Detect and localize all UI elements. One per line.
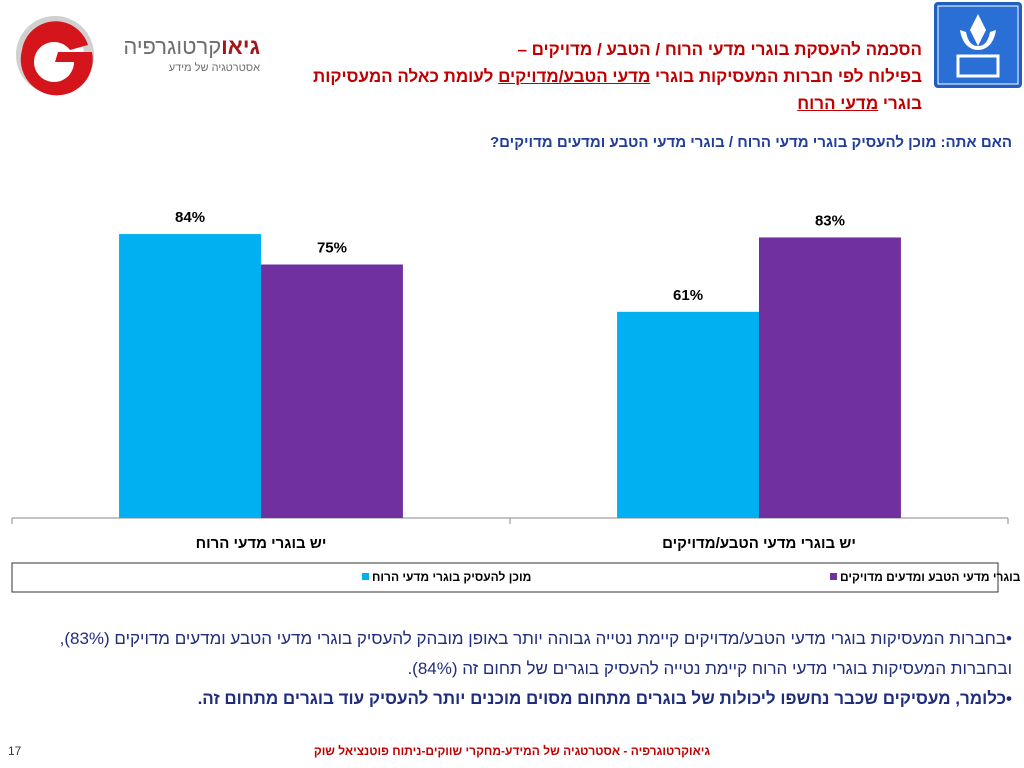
header-text: בפילוח לפי חברות המעסיקות בוגרי bbox=[655, 67, 922, 86]
x-tick-label: יש בוגרי מדעי הרוח bbox=[196, 535, 327, 552]
header: הסכמה להעסקת בוגרי מדעי הרוח / הטבע / מד… bbox=[222, 36, 922, 117]
header-underlined: מדעי הרוח bbox=[797, 94, 879, 113]
legend-label: מוכן להעסיק בוגרי מדעי הרוח bbox=[372, 570, 531, 584]
logo: גיאוקרטוגרפיה אסטרטגיה של מידע bbox=[100, 34, 260, 74]
logo-name-bold: גיאו bbox=[221, 34, 260, 59]
bar bbox=[261, 264, 403, 518]
header-text: בוגרי bbox=[882, 94, 922, 113]
legend-swatch bbox=[362, 573, 369, 580]
question: האם אתה: מוכן להעסיק בוגרי מדעי הרוח / ב… bbox=[490, 134, 1012, 151]
bar bbox=[617, 311, 759, 518]
header-line: בפילוח לפי חברות המעסיקות בוגרי מדעי הטב… bbox=[222, 63, 922, 90]
logo-name-rest: קרטוגרפיה bbox=[123, 34, 222, 59]
legend-box bbox=[11, 562, 999, 593]
logo-tagline: אסטרטגיה של מידע bbox=[168, 62, 260, 74]
legend-swatch bbox=[830, 573, 837, 580]
header-text: לעומת כאלה המעסיקות bbox=[313, 67, 494, 86]
data-label: 61% bbox=[673, 287, 703, 304]
bullets: בחברות המעסיקות בוגרי מדעי הטבע/מדויקים … bbox=[18, 624, 1012, 714]
bar bbox=[119, 234, 261, 518]
header-line: הסכמה להעסקת בוגרי מדעי הרוח / הטבע / מד… bbox=[517, 40, 922, 59]
bar bbox=[759, 237, 901, 518]
x-tick-label: יש בוגרי מדעי הטבע/מדויקים bbox=[662, 535, 856, 552]
page-number: 17 bbox=[8, 744, 22, 758]
header-line: בוגרי מדעי הרוח bbox=[222, 90, 922, 117]
bullet: בחברות המעסיקות בוגרי מדעי הטבע/מדויקים … bbox=[18, 624, 1012, 684]
legend-label: מוכן להעסיק בוגרי מדעי הטבע ומדעים מדויק… bbox=[840, 570, 1024, 584]
bullet: כלומר, מעסיקים שכבר נחשפו ליכולות של בוג… bbox=[18, 684, 1012, 714]
data-label: 83% bbox=[815, 212, 845, 229]
data-label: 84% bbox=[175, 209, 205, 226]
data-label: 75% bbox=[317, 239, 347, 256]
logo-name: גיאוקרטוגרפיה bbox=[100, 34, 260, 60]
geo-logo-mark bbox=[16, 16, 94, 96]
header-underlined: מדעי הטבע/מדויקים bbox=[498, 67, 651, 86]
footer: גיאוקרטוגרפיה - אסטרטגיה של המידע-מחקרי … bbox=[313, 744, 711, 758]
city-emblem bbox=[934, 2, 1022, 88]
